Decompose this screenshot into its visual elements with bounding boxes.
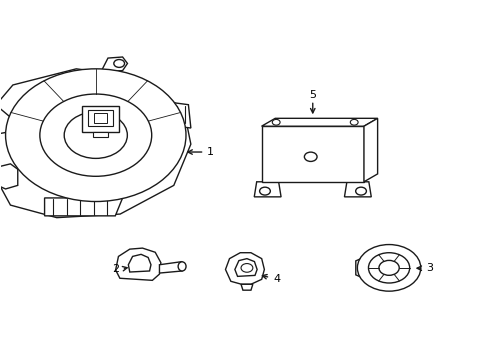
Polygon shape <box>44 198 122 216</box>
Polygon shape <box>225 253 264 284</box>
Polygon shape <box>254 182 281 197</box>
Text: 5: 5 <box>308 90 316 100</box>
Circle shape <box>378 260 398 275</box>
Circle shape <box>40 94 151 176</box>
Polygon shape <box>88 110 113 126</box>
Polygon shape <box>128 255 151 272</box>
Polygon shape <box>355 257 376 278</box>
Circle shape <box>114 59 124 67</box>
Polygon shape <box>0 103 10 135</box>
Polygon shape <box>241 284 252 290</box>
Polygon shape <box>0 164 18 189</box>
Polygon shape <box>161 101 190 128</box>
Polygon shape <box>234 258 257 276</box>
Polygon shape <box>94 113 107 123</box>
Circle shape <box>259 187 270 195</box>
Polygon shape <box>93 132 108 137</box>
Circle shape <box>349 120 357 125</box>
Text: 3: 3 <box>426 263 432 273</box>
Circle shape <box>272 120 280 125</box>
Ellipse shape <box>178 262 185 271</box>
Polygon shape <box>159 262 182 273</box>
Polygon shape <box>101 57 127 72</box>
Circle shape <box>241 264 252 272</box>
Polygon shape <box>261 118 377 126</box>
Polygon shape <box>0 69 190 218</box>
Circle shape <box>357 244 420 291</box>
Circle shape <box>368 253 409 283</box>
Circle shape <box>304 152 316 161</box>
Text: 4: 4 <box>273 274 280 284</box>
Polygon shape <box>82 105 119 132</box>
Text: 1: 1 <box>206 147 213 157</box>
Circle shape <box>64 112 127 158</box>
Polygon shape <box>363 118 377 182</box>
Text: 2: 2 <box>111 264 119 274</box>
Polygon shape <box>344 182 370 197</box>
Circle shape <box>5 69 185 202</box>
Polygon shape <box>115 248 161 280</box>
Circle shape <box>355 187 366 195</box>
Polygon shape <box>261 126 363 182</box>
